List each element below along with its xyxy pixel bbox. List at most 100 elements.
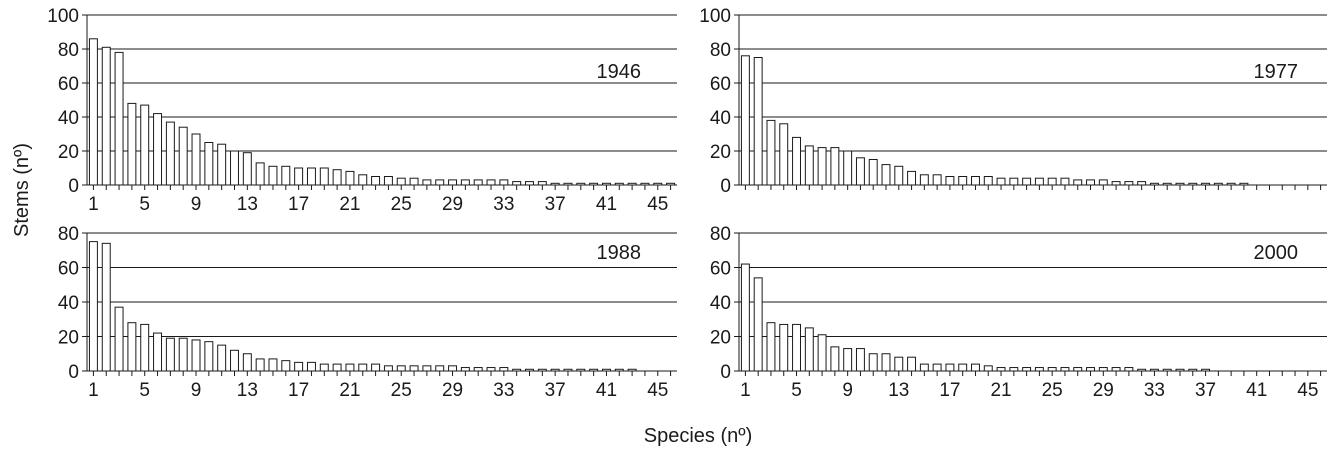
y-tick-label: 40 (58, 293, 79, 314)
x-tick-label: 25 (1042, 380, 1063, 401)
y-tick-label: 100 (699, 6, 731, 27)
x-tick-label: 9 (842, 380, 853, 401)
x-tick-label: 21 (990, 380, 1011, 401)
x-tick-label: 25 (391, 380, 412, 401)
bar-species-20 (983, 365, 993, 372)
bar-species-24 (1034, 177, 1044, 186)
x-tick-label: 29 (1093, 380, 1114, 401)
x-tick-label: 13 (237, 380, 258, 401)
y-tick-label: 80 (58, 40, 79, 61)
bar-species-34 (1162, 182, 1172, 186)
bar-species-3 (766, 119, 776, 186)
bar-species-38 (1213, 182, 1223, 186)
bar-species-9 (191, 133, 201, 186)
bar-species-24 (383, 365, 393, 372)
bar-species-12 (881, 353, 891, 372)
bar-species-17 (294, 167, 304, 186)
bar-species-7 (165, 121, 175, 186)
bar-species-14 (907, 170, 917, 186)
bar-species-28 (435, 365, 445, 372)
bar-species-25 (396, 177, 406, 186)
x-tick-label: 29 (442, 194, 463, 215)
x-tick-label: 17 (288, 194, 309, 215)
panel-1946: 0 20 40 60 80 100 1 5 9 13 17 21 25 29 33 37 41 45 1946 (47, 6, 677, 215)
bar-species-31 (1124, 181, 1134, 186)
bar-species-10 (855, 348, 865, 372)
x-tick-label: 5 (139, 194, 150, 215)
bar-species-4 (127, 102, 137, 186)
bar-species-3 (766, 322, 776, 372)
y-tick-label: 40 (710, 293, 731, 314)
x-tick-label: 17 (939, 380, 960, 401)
bar-species-32 (486, 179, 496, 186)
bar-species-3 (114, 306, 124, 372)
bar-species-42 (614, 182, 624, 186)
bar-species-11 (868, 159, 878, 186)
y-tick-label: 0 (720, 362, 731, 383)
bar-species-13 (894, 165, 904, 186)
bar-species-22 (1009, 367, 1019, 372)
bar-species-25 (1047, 177, 1057, 186)
bar-species-37 (1201, 368, 1211, 372)
y-tick-label: 0 (68, 362, 79, 383)
bar-species-27 (1073, 367, 1083, 372)
bar-species-16 (932, 174, 942, 186)
x-tick-label: 9 (191, 380, 202, 401)
y-tick-label: 0 (720, 176, 731, 197)
bar-species-44 (640, 182, 650, 186)
bar-species-43 (627, 182, 637, 186)
bar-species-8 (830, 346, 840, 372)
bar-species-8 (178, 337, 188, 372)
bar-species-34 (512, 368, 522, 372)
bar-species-40 (589, 182, 599, 186)
bar-species-18 (306, 167, 316, 186)
bar-species-32 (1137, 181, 1147, 186)
bar-species-23 (1022, 367, 1032, 372)
bar-species-30 (1111, 181, 1121, 186)
bar-species-7 (817, 334, 827, 372)
bar-species-39 (576, 182, 586, 186)
bar-species-40 (589, 368, 599, 372)
bar-species-17 (945, 363, 955, 372)
bar-species-17 (294, 361, 304, 372)
bar-species-10 (204, 341, 214, 372)
x-tick-label: 21 (339, 380, 360, 401)
bar-species-15 (268, 165, 278, 186)
y-tick-label: 0 (68, 176, 79, 197)
bar-species-41 (601, 368, 611, 372)
bar-species-40 (1239, 182, 1249, 186)
bar-species-33 (499, 367, 509, 372)
bar-species-11 (217, 344, 227, 372)
bar-species-23 (1022, 177, 1032, 186)
bar-species-7 (165, 337, 175, 372)
bar-species-41 (601, 182, 611, 186)
x-tick-label: 5 (791, 380, 802, 401)
bar-species-29 (1098, 179, 1108, 186)
bar-species-36 (1188, 368, 1198, 372)
bar-species-18 (306, 361, 316, 372)
y-tick-label: 20 (710, 142, 731, 163)
bar-species-9 (191, 339, 201, 372)
bar-species-13 (894, 356, 904, 372)
bar-species-6 (804, 327, 814, 372)
bar-species-13 (242, 152, 252, 186)
x-tick-label: 41 (1246, 380, 1267, 401)
bar-species-36 (537, 181, 547, 186)
y-tick-label: 60 (710, 74, 731, 95)
y-tick-label: 100 (47, 6, 79, 27)
x-tick-label: 1 (88, 380, 99, 401)
bar-species-27 (1073, 179, 1083, 186)
bar-species-29 (448, 179, 458, 186)
bar-species-37 (1201, 182, 1211, 186)
y-tick-label: 80 (710, 40, 731, 61)
bar-species-4 (127, 322, 137, 372)
panel-1977: 0 20 40 60 80 100 1977 (699, 6, 1327, 197)
bar-species-14 (907, 356, 917, 372)
bar-species-22 (1009, 177, 1019, 186)
bar-species-20 (332, 169, 342, 186)
bar-species-10 (204, 142, 214, 186)
bar-species-24 (1034, 367, 1044, 372)
bar-species-37 (550, 182, 560, 186)
